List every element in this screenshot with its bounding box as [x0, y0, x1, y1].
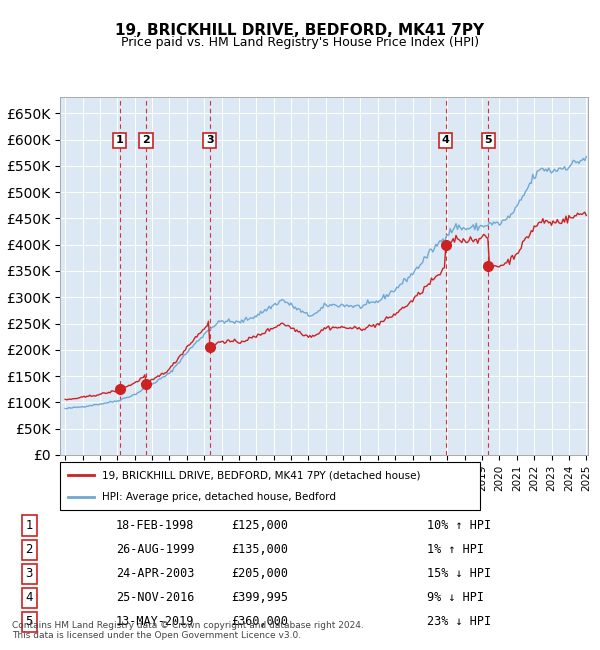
Text: 25-NOV-2016: 25-NOV-2016: [116, 592, 194, 604]
FancyBboxPatch shape: [60, 462, 480, 510]
Text: 23% ↓ HPI: 23% ↓ HPI: [427, 615, 491, 628]
Text: £399,995: £399,995: [232, 592, 289, 604]
Text: Contains HM Land Registry data © Crown copyright and database right 2024.
This d: Contains HM Land Registry data © Crown c…: [12, 621, 364, 640]
Text: 13-MAY-2019: 13-MAY-2019: [116, 615, 194, 628]
Text: £360,000: £360,000: [232, 615, 289, 628]
Text: £125,000: £125,000: [232, 519, 289, 532]
Text: 2: 2: [26, 543, 33, 556]
Text: 3: 3: [26, 567, 33, 580]
Text: £135,000: £135,000: [232, 543, 289, 556]
Text: 3: 3: [206, 135, 214, 146]
Text: 19, BRICKHILL DRIVE, BEDFORD, MK41 7PY: 19, BRICKHILL DRIVE, BEDFORD, MK41 7PY: [115, 23, 485, 38]
Text: 18-FEB-1998: 18-FEB-1998: [116, 519, 194, 532]
Text: HPI: Average price, detached house, Bedford: HPI: Average price, detached house, Bedf…: [102, 491, 336, 502]
Text: 2: 2: [142, 135, 150, 146]
Text: 19, BRICKHILL DRIVE, BEDFORD, MK41 7PY (detached house): 19, BRICKHILL DRIVE, BEDFORD, MK41 7PY (…: [102, 470, 421, 480]
Text: 5: 5: [485, 135, 492, 146]
Text: 24-APR-2003: 24-APR-2003: [116, 567, 194, 580]
Text: 1: 1: [26, 519, 33, 532]
Text: 15% ↓ HPI: 15% ↓ HPI: [427, 567, 491, 580]
Text: 9% ↓ HPI: 9% ↓ HPI: [427, 592, 484, 604]
Text: 1% ↑ HPI: 1% ↑ HPI: [427, 543, 484, 556]
Text: 4: 4: [26, 592, 33, 604]
Text: 10% ↑ HPI: 10% ↑ HPI: [427, 519, 491, 532]
Text: Price paid vs. HM Land Registry's House Price Index (HPI): Price paid vs. HM Land Registry's House …: [121, 36, 479, 49]
Text: 26-AUG-1999: 26-AUG-1999: [116, 543, 194, 556]
Text: 4: 4: [442, 135, 449, 146]
Text: 5: 5: [26, 615, 33, 628]
Text: 1: 1: [116, 135, 124, 146]
Text: £205,000: £205,000: [232, 567, 289, 580]
